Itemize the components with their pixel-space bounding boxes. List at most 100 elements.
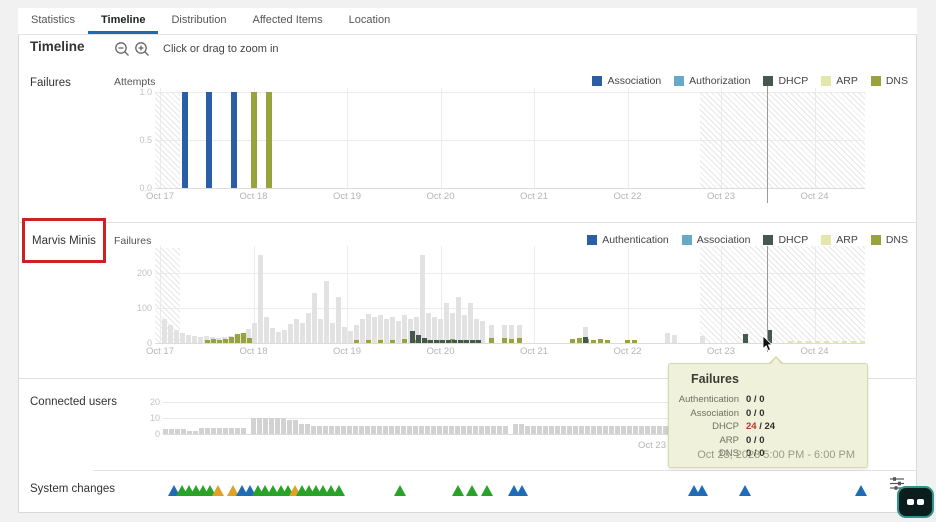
attempts-total-bar[interactable] bbox=[384, 318, 389, 343]
connected-users-bar[interactable] bbox=[383, 426, 388, 434]
attempts-total-bar[interactable] bbox=[252, 322, 257, 343]
connected-users-bar[interactable] bbox=[217, 428, 222, 434]
attempts-total-bar[interactable] bbox=[489, 325, 494, 343]
system-change-marker[interactable] bbox=[854, 485, 867, 496]
connected-users-bar[interactable] bbox=[621, 426, 626, 434]
attempts-total-bar[interactable] bbox=[700, 336, 705, 343]
attempts-total-bar[interactable] bbox=[312, 292, 317, 343]
system-change-marker[interactable] bbox=[235, 485, 248, 496]
system-change-marker[interactable] bbox=[451, 485, 464, 496]
connected-users-bar[interactable] bbox=[461, 426, 466, 434]
connected-users-bar[interactable] bbox=[491, 426, 496, 434]
dhcp-failures-bar[interactable] bbox=[470, 340, 475, 343]
attempts-total-bar[interactable] bbox=[360, 318, 365, 343]
system-change-marker[interactable] bbox=[226, 485, 239, 496]
arp-failures-bar[interactable] bbox=[833, 341, 838, 343]
connected-users-bar[interactable] bbox=[549, 426, 554, 434]
system-change-marker[interactable] bbox=[393, 485, 406, 496]
dns-failures-bar[interactable] bbox=[570, 338, 575, 343]
connected-users-bar[interactable] bbox=[639, 426, 644, 434]
dhcp-failures-bar[interactable] bbox=[476, 340, 481, 343]
connected-users-bar[interactable] bbox=[299, 424, 304, 434]
dhcp-failures-bar[interactable] bbox=[743, 333, 748, 343]
connected-users-bar[interactable] bbox=[407, 426, 412, 434]
connected-users-bar[interactable] bbox=[347, 426, 352, 434]
arp-failures-bar[interactable] bbox=[806, 341, 811, 343]
dns-failures-bar[interactable] bbox=[217, 340, 222, 343]
dns-failures-bar[interactable] bbox=[366, 340, 371, 343]
connected-users-bar[interactable] bbox=[353, 426, 358, 434]
legend-item-dhcp[interactable]: DHCP bbox=[763, 75, 808, 87]
system-change-marker[interactable] bbox=[738, 485, 751, 496]
connected-users-bar[interactable] bbox=[377, 426, 382, 434]
system-change-marker[interactable] bbox=[211, 485, 224, 496]
system-change-marker[interactable] bbox=[281, 485, 294, 496]
connected-users-bar[interactable] bbox=[389, 426, 394, 434]
system-change-marker[interactable] bbox=[515, 485, 528, 496]
system-change-marker[interactable] bbox=[480, 485, 493, 496]
arp-failures-bar[interactable] bbox=[788, 341, 793, 343]
attempts-bar[interactable] bbox=[231, 92, 237, 188]
connected-users-bar[interactable] bbox=[513, 424, 518, 434]
tab-timeline[interactable]: Timeline bbox=[88, 8, 159, 34]
connected-users-bar[interactable] bbox=[281, 418, 286, 434]
dns-failures-bar[interactable] bbox=[378, 340, 383, 343]
connected-users-bar[interactable] bbox=[395, 426, 400, 434]
dns-failures-bar[interactable] bbox=[489, 337, 494, 343]
connected-users-bar[interactable] bbox=[519, 424, 524, 434]
connected-users-bar[interactable] bbox=[335, 426, 340, 434]
attempts-total-bar[interactable] bbox=[450, 313, 455, 343]
connected-users-bar[interactable] bbox=[269, 418, 274, 434]
attempts-bar[interactable] bbox=[251, 92, 257, 188]
connected-users-bar[interactable] bbox=[585, 426, 590, 434]
dhcp-failures-bar[interactable] bbox=[446, 340, 451, 343]
dns-failures-bar[interactable] bbox=[591, 340, 596, 343]
attempts-total-bar[interactable] bbox=[162, 318, 167, 343]
connected-users-bar[interactable] bbox=[609, 426, 614, 434]
dns-failures-bar[interactable] bbox=[577, 337, 582, 343]
attempts-total-bar[interactable] bbox=[378, 314, 383, 343]
connected-users-bar[interactable] bbox=[311, 426, 316, 434]
attempts-total-bar[interactable] bbox=[348, 330, 353, 343]
attempts-total-bar[interactable] bbox=[468, 302, 473, 343]
legend-item-authentication[interactable]: Authentication bbox=[587, 234, 669, 246]
attempts-bar[interactable] bbox=[266, 92, 272, 188]
attempts-total-bar[interactable] bbox=[306, 313, 311, 343]
connected-users-bar[interactable] bbox=[323, 426, 328, 434]
system-change-marker[interactable] bbox=[687, 485, 700, 496]
attempts-total-bar[interactable] bbox=[462, 314, 467, 343]
attempts-total-bar[interactable] bbox=[420, 255, 425, 343]
connected-users-bar[interactable] bbox=[561, 426, 566, 434]
arp-failures-bar[interactable] bbox=[815, 341, 820, 343]
connected-users-bar[interactable] bbox=[341, 426, 346, 434]
attempts-total-bar[interactable] bbox=[583, 326, 588, 343]
attempts-bar[interactable] bbox=[182, 92, 188, 188]
dns-failures-bar[interactable] bbox=[509, 338, 514, 343]
dhcp-failures-bar[interactable] bbox=[458, 340, 463, 343]
connected-users-bar[interactable] bbox=[175, 429, 180, 434]
attempts-total-bar[interactable] bbox=[258, 255, 263, 343]
system-change-marker[interactable] bbox=[288, 485, 301, 496]
attempts-total-bar[interactable] bbox=[408, 318, 413, 343]
attempts-total-bar[interactable] bbox=[480, 321, 485, 343]
attempts-total-bar[interactable] bbox=[414, 317, 419, 343]
attempts-total-bar[interactable] bbox=[198, 337, 203, 343]
recording-widget[interactable] bbox=[897, 486, 934, 518]
system-change-marker[interactable] bbox=[324, 485, 337, 496]
connected-users-bar[interactable] bbox=[181, 429, 186, 434]
arp-failures-bar[interactable] bbox=[824, 341, 829, 343]
legend-item-association[interactable]: Association bbox=[592, 75, 661, 87]
attempts-total-bar[interactable] bbox=[396, 321, 401, 343]
dns-failures-bar[interactable] bbox=[605, 340, 610, 343]
attempts-total-bar[interactable] bbox=[282, 329, 287, 343]
legend-item-arp[interactable]: ARP bbox=[821, 75, 858, 87]
attempts-total-bar[interactable] bbox=[168, 325, 173, 343]
attempts-total-bar[interactable] bbox=[318, 318, 323, 343]
connected-users-bar[interactable] bbox=[645, 426, 650, 434]
connected-users-bar[interactable] bbox=[651, 426, 656, 434]
legend-item-dns[interactable]: DNS bbox=[870, 234, 908, 246]
connected-users-bar[interactable] bbox=[603, 426, 608, 434]
attempts-total-bar[interactable] bbox=[246, 329, 251, 343]
connected-users-bar[interactable] bbox=[305, 424, 310, 434]
attempts-total-bar[interactable] bbox=[509, 325, 514, 343]
